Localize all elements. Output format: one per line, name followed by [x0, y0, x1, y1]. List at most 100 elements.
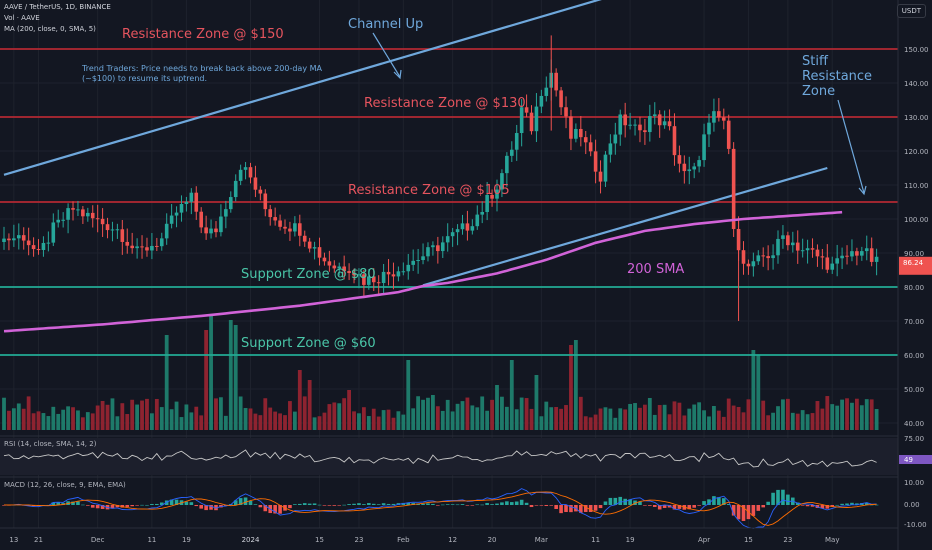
volume-bar	[115, 416, 120, 430]
candle-body	[445, 236, 450, 243]
macd-bar	[209, 505, 213, 510]
macd-bar	[593, 505, 598, 511]
volume-bar	[233, 325, 238, 430]
candle-body	[455, 229, 460, 233]
candle-body	[505, 155, 509, 174]
candle-body	[342, 266, 346, 272]
volume-bar	[41, 413, 46, 430]
volume-bar	[657, 405, 662, 430]
candle-body	[810, 248, 815, 250]
volume-bar	[450, 411, 455, 430]
volume-bar	[820, 408, 825, 430]
volume-bar	[638, 407, 642, 430]
volume-bar	[776, 406, 780, 430]
candle-body	[692, 166, 696, 170]
candle-body	[786, 235, 790, 246]
macd-bar	[618, 496, 623, 505]
candle-body	[248, 167, 253, 178]
volume-bar	[707, 416, 711, 430]
candle-body	[677, 155, 682, 164]
candle-body	[485, 194, 489, 213]
candle-body	[593, 151, 598, 172]
volume-bar	[292, 411, 297, 430]
candle-body	[288, 228, 292, 232]
volume-bar	[56, 413, 61, 430]
macd-bar	[293, 504, 297, 505]
volume-bar	[11, 408, 16, 430]
time-tick: Feb	[397, 536, 410, 544]
macd-bar	[302, 503, 307, 505]
label-resistance-150: Resistance Zone @ $150	[122, 27, 284, 42]
price-tick: 110.00	[904, 182, 929, 190]
candle-body	[312, 247, 317, 249]
candle-body	[189, 192, 194, 202]
volume-bar	[357, 413, 361, 430]
candle-body	[307, 241, 312, 249]
macd-bar	[583, 505, 588, 512]
macd-bar	[214, 505, 218, 511]
macd-bar	[505, 501, 509, 505]
candle-body	[648, 116, 652, 133]
candle-body	[835, 258, 839, 264]
macd-bar	[307, 503, 312, 505]
macd-bar	[332, 505, 337, 506]
time-tick: Dec	[91, 536, 105, 544]
macd-bar	[869, 504, 874, 506]
macd-bar	[169, 499, 174, 505]
candle-body	[258, 189, 263, 194]
volume-bar	[71, 407, 75, 430]
candle-body	[781, 235, 785, 239]
rsi-value: 49	[904, 456, 913, 464]
macd-bar	[95, 505, 100, 509]
candle-body	[46, 242, 51, 244]
candle-body	[731, 148, 736, 229]
volume-bar	[682, 415, 687, 430]
candle-body	[302, 235, 307, 242]
volume-bar	[539, 416, 544, 430]
candle-body	[815, 249, 820, 257]
label-channel-up: Channel Up	[348, 17, 423, 32]
macd-bar	[549, 505, 554, 506]
candle-body	[702, 134, 706, 161]
macd-bar	[835, 504, 839, 506]
macd-bar	[652, 505, 657, 507]
label-stiff-resistance: Resistance	[802, 69, 872, 84]
candle-body	[2, 238, 6, 243]
macd-bar	[781, 489, 785, 505]
macd-bar	[86, 505, 90, 506]
volume-bar	[322, 412, 327, 430]
time-tick: 11	[147, 536, 156, 544]
candle-body	[179, 204, 184, 213]
macd-bar	[352, 503, 356, 505]
volume-bar	[583, 416, 588, 430]
time-tick: 23	[354, 536, 363, 544]
volume-bar	[273, 411, 278, 430]
candle-body	[238, 169, 243, 181]
volume-bar	[184, 404, 189, 430]
candle-body	[514, 133, 519, 150]
macd-label: MACD (12, 26, close, 9, EMA, EMA)	[4, 481, 126, 489]
candle-body	[672, 126, 677, 156]
macd-bar	[751, 505, 756, 516]
volume-bar	[376, 416, 381, 430]
candle-body	[332, 265, 337, 269]
time-tick: 2024	[242, 536, 260, 544]
macd-bar	[367, 503, 371, 505]
volume-bar	[406, 360, 411, 430]
price-tick: 40.00	[904, 420, 924, 428]
macd-bar	[288, 505, 292, 509]
time-tick: 15	[315, 536, 324, 544]
volume-bar	[51, 406, 56, 430]
price-tick: 120.00	[904, 148, 929, 156]
macd-tick-neg10: -10.00	[904, 521, 927, 529]
volume-bar	[238, 396, 243, 430]
volume-bar	[495, 385, 499, 430]
candle-body	[381, 271, 386, 283]
volume-bar	[702, 410, 706, 430]
candle-body	[327, 261, 332, 266]
macd-bar	[687, 505, 692, 510]
currency-button[interactable]: USDT	[896, 4, 926, 18]
volume-bar	[815, 401, 820, 430]
candle-body	[830, 263, 835, 270]
